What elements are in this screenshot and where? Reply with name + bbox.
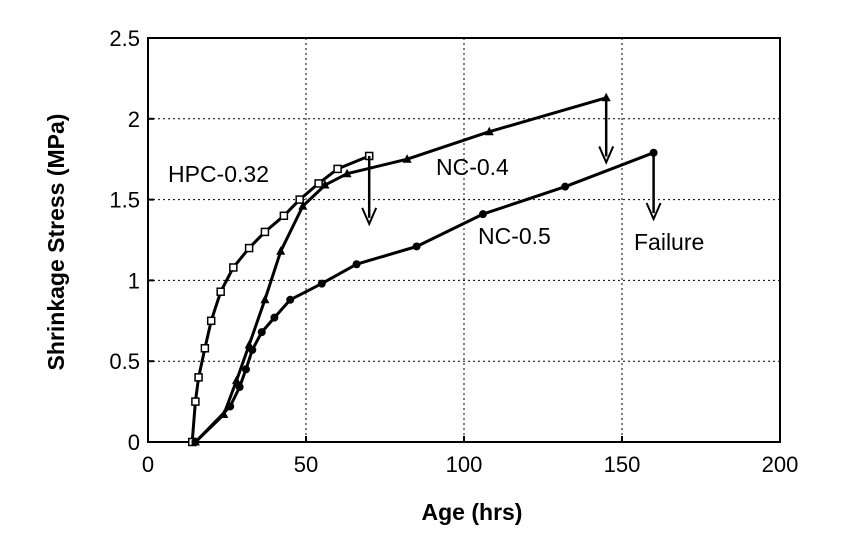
label-nc-0-4: NC-0.4 <box>436 154 509 180</box>
point-hpc-0-32 <box>216 287 225 296</box>
point-nc-0-5 <box>352 260 361 269</box>
y-tick-label: 0.5 <box>109 349 140 374</box>
failure-arrow <box>645 152 662 222</box>
x-tick-label: 0 <box>142 452 154 477</box>
point-nc-0-4 <box>601 92 611 102</box>
point-nc-0-4 <box>276 246 286 255</box>
point-nc-0-5 <box>270 313 279 322</box>
point-nc-0-5 <box>317 279 326 288</box>
point-nc-0-5 <box>561 182 570 191</box>
point-nc-0-5 <box>191 438 200 446</box>
point-nc-0-5 <box>478 210 487 219</box>
point-hpc-0-32 <box>200 344 210 353</box>
point-hpc-0-32 <box>260 227 270 237</box>
series-nc-0-5 <box>191 148 658 446</box>
point-hpc-0-32 <box>295 195 304 204</box>
grid-lines <box>148 38 780 442</box>
point-hpc-0-32 <box>244 243 254 253</box>
y-tick-label: 1.5 <box>109 188 140 213</box>
label-hpc-0-32: HPC-0.32 <box>168 161 269 187</box>
x-tick-label: 100 <box>446 452 483 477</box>
y-tick-label: 2 <box>128 107 140 132</box>
point-nc-0-5 <box>248 345 257 354</box>
point-hpc-0-32 <box>191 397 200 406</box>
y-tick-label: 1 <box>128 268 140 293</box>
point-nc-0-5 <box>226 402 235 411</box>
point-nc-0-4 <box>484 126 494 136</box>
point-hpc-0-32 <box>206 316 216 326</box>
x-tick-label: 200 <box>762 452 799 477</box>
data-series <box>187 92 658 447</box>
point-hpc-0-32 <box>229 263 238 272</box>
point-nc-0-5 <box>235 383 244 392</box>
point-nc-0-5 <box>286 295 295 304</box>
point-hpc-0-32 <box>333 164 342 174</box>
point-nc-0-4 <box>231 375 241 385</box>
x-tick-label: 50 <box>294 452 318 477</box>
axis-ticks: 0 50 100 150 200 0 0.5 1 1.5 2 2.5 <box>109 26 798 477</box>
point-nc-0-5 <box>241 365 250 374</box>
point-hpc-0-32 <box>279 211 289 221</box>
y-tick-label: 2.5 <box>109 26 140 51</box>
series-line-nc-0-4 <box>194 96 607 444</box>
point-nc-0-4 <box>260 294 270 304</box>
failure-arrow-head <box>361 207 378 227</box>
series-hpc-0-32 <box>187 151 374 447</box>
label-nc-0-5: NC-0.5 <box>478 223 551 249</box>
failure-arrow <box>598 97 615 165</box>
series-line-hpc-0-32 <box>190 154 370 443</box>
failure-arrow-head <box>598 146 615 165</box>
series-nc-0-4 <box>190 92 611 446</box>
failure-arrow-head <box>645 202 662 222</box>
point-nc-0-4 <box>320 180 330 189</box>
failure-arrow <box>361 155 378 227</box>
y-tick-label: 0 <box>128 430 140 455</box>
label-failure: Failure <box>634 229 704 255</box>
point-hpc-0-32 <box>314 179 323 188</box>
point-nc-0-5 <box>257 328 266 337</box>
x-axis-title: Age (hrs) <box>422 499 523 525</box>
x-tick-label: 150 <box>604 452 641 477</box>
point-nc-0-4 <box>402 154 412 163</box>
point-nc-0-5 <box>412 242 421 251</box>
point-hpc-0-32 <box>194 373 203 382</box>
point-nc-0-4 <box>298 201 308 210</box>
point-nc-0-4 <box>342 168 352 178</box>
y-axis-title: Shrinkage Stress (MPa) <box>43 114 69 371</box>
failure-arrows <box>361 97 662 227</box>
